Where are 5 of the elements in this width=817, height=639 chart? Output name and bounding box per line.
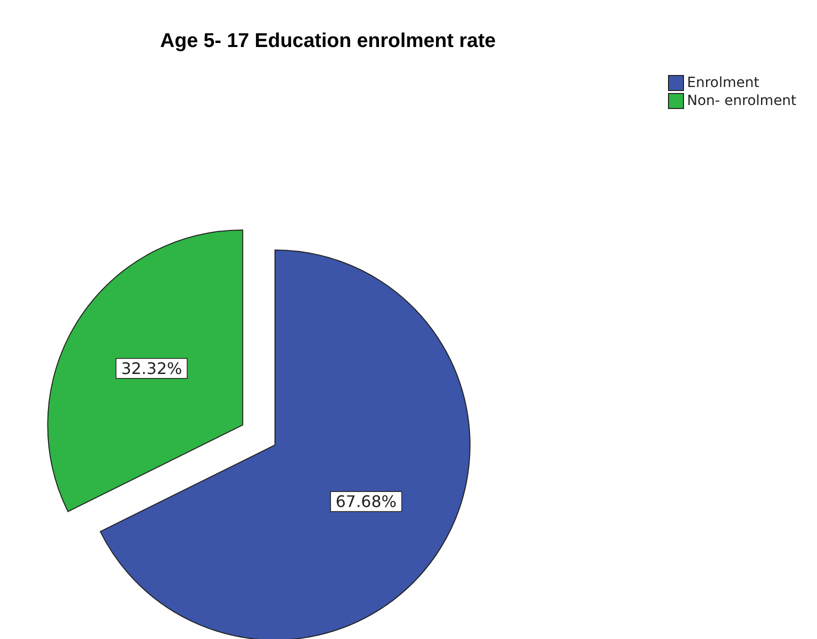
legend-label: Non- enrolment (686, 92, 798, 110)
legend-label: Enrolment (686, 74, 760, 92)
chart-title: Age 5- 17 Education enrolment rate (159, 30, 497, 53)
data-label: 67.68% (336, 492, 397, 512)
data-label: 32.32% (121, 358, 182, 378)
